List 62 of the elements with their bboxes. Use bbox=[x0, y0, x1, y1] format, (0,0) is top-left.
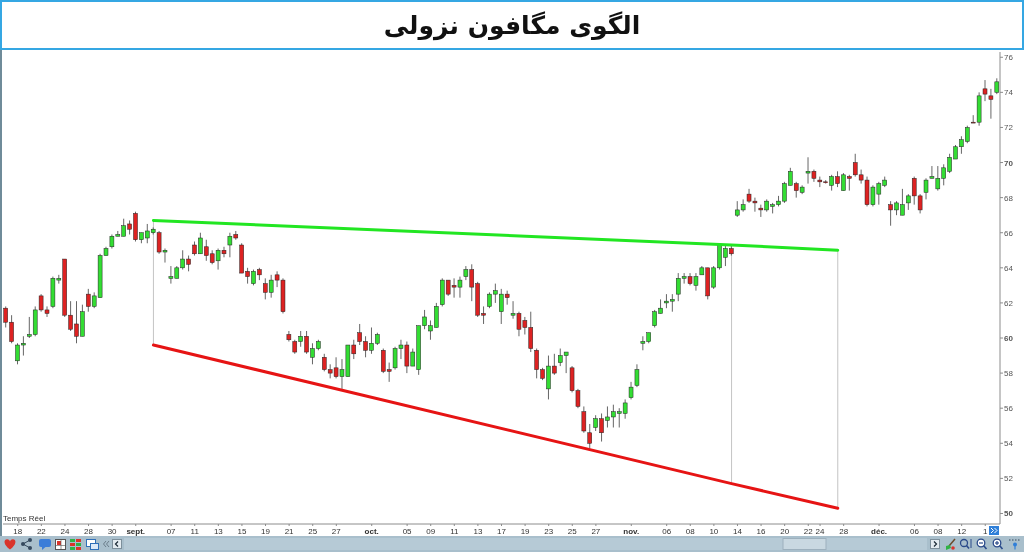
candlestick bbox=[286, 330, 292, 342]
y-tick-label: 52 bbox=[1004, 474, 1014, 484]
y-tick-label: 64 bbox=[1004, 263, 1014, 273]
candlestick bbox=[587, 423, 592, 449]
x-tick-label: 20 bbox=[780, 526, 790, 536]
x-tick-label: nov. bbox=[623, 526, 640, 536]
x-tick-label: oct. bbox=[364, 526, 379, 536]
x-tick-label: 05 bbox=[402, 526, 413, 536]
candlestick bbox=[923, 177, 929, 200]
x-tick-label: 25 bbox=[308, 526, 318, 536]
x-tick-label: 08 bbox=[933, 526, 944, 536]
x-tick-label: 25 bbox=[567, 526, 578, 536]
x-tick-label: 18 bbox=[13, 526, 23, 536]
x-tick-label: 11 bbox=[450, 526, 459, 536]
annotation: Temps Réel bbox=[3, 514, 46, 523]
candlestick bbox=[581, 405, 587, 434]
y-tick-label: 58 bbox=[1004, 369, 1014, 379]
x-tick-label: 28 bbox=[839, 526, 849, 536]
y-tick-label: 72 bbox=[1004, 123, 1014, 133]
x-tick-label: 11 bbox=[190, 526, 200, 536]
x-tick-label: 27 bbox=[331, 526, 342, 536]
x-tick-label: 19 bbox=[520, 526, 531, 536]
x-tick-label: 19 bbox=[261, 526, 271, 536]
candlestick bbox=[634, 363, 640, 388]
x-tick-label: 27 bbox=[591, 526, 601, 536]
x-tick-label: 06 bbox=[662, 526, 672, 536]
y-tick-label: 76 bbox=[1004, 53, 1014, 63]
chart-title: الگوی مگافون نزولی bbox=[383, 10, 641, 40]
x-tick-label: 15 bbox=[237, 526, 247, 536]
x-tick-label: 07 bbox=[166, 526, 177, 536]
y-tick-label: 66 bbox=[1004, 228, 1014, 238]
x-tick-label: 24 bbox=[815, 526, 826, 536]
x-tick-label: 24 bbox=[60, 526, 70, 536]
x-tick-label: 13 bbox=[213, 526, 224, 536]
x-tick-label: 13 bbox=[473, 526, 483, 536]
x-tick-label: sept. bbox=[126, 526, 146, 536]
x-tick-label: 22 bbox=[36, 526, 47, 536]
y-tick-label: 50 bbox=[1004, 509, 1014, 519]
y-tick-label: 56 bbox=[1004, 404, 1014, 414]
x-tick-label: 09 bbox=[426, 526, 436, 536]
x-tick-label: 06 bbox=[910, 526, 920, 536]
x-tick-label: 17 bbox=[497, 526, 507, 536]
y-tick-label: 74 bbox=[1004, 88, 1014, 98]
x-tick-label: 1 bbox=[983, 526, 989, 536]
candlestick bbox=[988, 88, 994, 120]
y-tick-label: 60 bbox=[1004, 334, 1014, 344]
x-tick-label: 30 bbox=[107, 526, 118, 536]
y-tick-label: 68 bbox=[1004, 193, 1014, 203]
x-tick-label: 16 bbox=[756, 526, 767, 536]
x-tick-label: 08 bbox=[685, 526, 696, 536]
x-tick-label: 12 bbox=[957, 526, 967, 536]
x-tick-label: 10 bbox=[709, 526, 719, 536]
x-tick-label: 23 bbox=[544, 526, 554, 536]
x-tick-label: 21 bbox=[284, 526, 295, 536]
y-tick-label: 54 bbox=[1004, 439, 1014, 449]
x-tick-label: 14 bbox=[733, 526, 743, 536]
y-tick-label: 70 bbox=[1004, 158, 1014, 168]
x-tick-label: 22 bbox=[803, 526, 814, 536]
candlestick bbox=[982, 79, 988, 102]
x-tick-label: déc. bbox=[871, 526, 888, 536]
x-tick-label: 28 bbox=[84, 526, 94, 536]
y-tick-label: 62 bbox=[1004, 298, 1014, 308]
